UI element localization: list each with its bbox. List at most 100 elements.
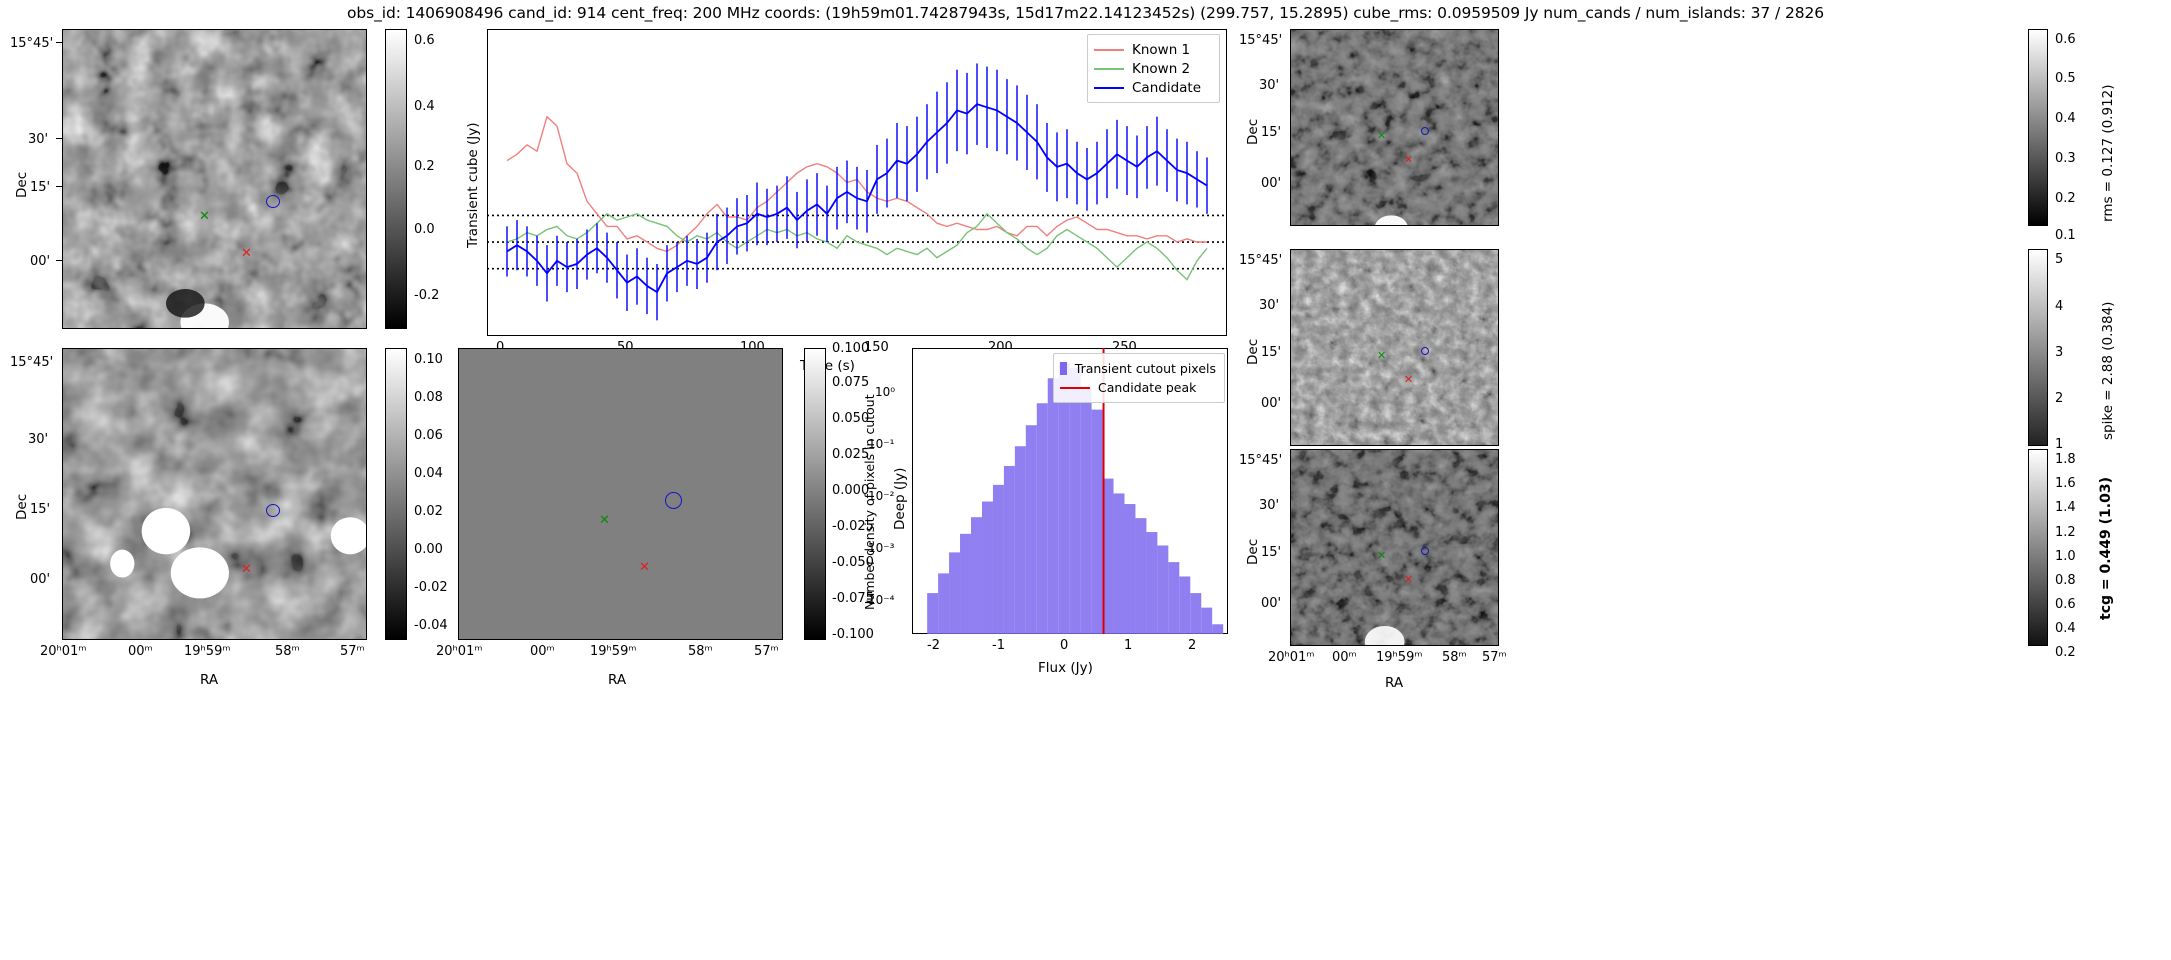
spike-noise xyxy=(1291,250,1498,445)
legend-item-cutout-pixels: Transient cutout pixels xyxy=(1060,359,1216,378)
gleam-ytick-2: 15' xyxy=(30,502,51,517)
tcg-ytick-0: 15°45' xyxy=(1239,453,1283,468)
transient-cube-image[interactable]: ✕ ✕ xyxy=(62,29,367,329)
gleam-xtick-1: 00ᵐ xyxy=(128,644,153,659)
deep-xlabel: RA xyxy=(608,672,627,688)
spike-cbar-label: spike = 2.88 (0.384) xyxy=(2100,301,2116,440)
transient-cube-noise xyxy=(63,30,366,328)
figure-title: obs_id: 1406908496 cand_id: 914 cent_fre… xyxy=(347,4,1824,22)
gleam-xtick-2: 19ʰ59ᵐ xyxy=(184,644,231,659)
gleam-image[interactable]: ✕ xyxy=(62,348,367,640)
lightcurve-xtick-0: 0 xyxy=(496,340,504,355)
deep-cbar-tick-6: -0.050 xyxy=(832,555,874,570)
gleam-xtick-3: 58ᵐ xyxy=(275,644,300,659)
rms-cbar-tick-2: 0.4 xyxy=(2055,111,2076,126)
legend-item-candidate-peak: Candidate peak xyxy=(1060,378,1216,397)
histogram-xlabel: Flux (Jy) xyxy=(1038,660,1093,676)
rms-ytick-2: 15' xyxy=(1261,125,1282,140)
spike-ytick-1: 30' xyxy=(1259,298,1280,313)
tcg-ytick-1: 30' xyxy=(1259,498,1280,513)
legend-swatch-candidate xyxy=(1094,86,1124,89)
transient-cube-ytick-0: 15°45' xyxy=(10,36,54,51)
gleam-noise xyxy=(63,349,366,639)
lightcurve-legend: Known 1 Known 2 Candidate xyxy=(1087,34,1220,103)
histogram-legend: Transient cutout pixels Candidate peak xyxy=(1053,353,1225,403)
rms-image[interactable]: ✕ ✕ xyxy=(1290,29,1499,226)
tcg-xtick-2: 19ʰ59ᵐ xyxy=(1376,650,1423,665)
histogram-ytick-1: 10⁻¹ xyxy=(868,437,895,451)
legend-item-candidate: Candidate xyxy=(1094,78,1211,97)
gleam-cbar-tick-5: 0.00 xyxy=(414,542,443,557)
gleam-xtick-0: 20ʰ01ᵐ xyxy=(40,644,87,659)
gleam-ytick-0: 15°45' xyxy=(10,355,54,370)
gleam-xtick-4: 57ᵐ xyxy=(340,644,365,659)
spike-image[interactable]: ✕ ✕ xyxy=(1290,249,1499,446)
legend-swatch-known1 xyxy=(1094,48,1124,51)
deep-image[interactable]: ✕ ✕ xyxy=(458,348,783,640)
deep-cbar-tick-0: 0.100 xyxy=(832,341,870,356)
tcg-cbar-tick-7: 0.4 xyxy=(2055,621,2076,636)
legend-label-peak: Candidate peak xyxy=(1098,380,1197,395)
histogram-xtick-1: -1 xyxy=(992,638,1005,653)
histogram-xtick-2: 0 xyxy=(1060,638,1069,653)
deep-cbar-tick-5: -0.025 xyxy=(832,519,874,534)
rms-ytick-1: 30' xyxy=(1259,78,1280,93)
histogram-xtick-3: 1 xyxy=(1124,638,1133,653)
spike-cbar-tick-0: 5 xyxy=(2055,252,2064,267)
deep-candidate-ellipse xyxy=(665,492,682,509)
rms-noise xyxy=(1291,30,1498,225)
transient-cube-ytick-3: 00' xyxy=(30,254,51,269)
spike-cbar-tick-4: 1 xyxy=(2055,437,2064,452)
histogram-ytick-0: 10⁰ xyxy=(875,385,896,399)
rms-cbar-label: rms = 0.127 (0.912) xyxy=(2100,84,2116,222)
legend-swatch-known2 xyxy=(1094,67,1124,70)
rms-ylabel: Dec xyxy=(1245,118,1261,145)
tcg-cbar-tick-4: 1.0 xyxy=(2055,549,2076,564)
deep-cbar-tick-8: -0.100 xyxy=(832,627,874,642)
gleam-cbar-tick-0: 0.10 xyxy=(414,352,443,367)
transient-cube-cbar-tick-1: 0.4 xyxy=(414,99,435,114)
gleam-cbar-tick-1: 0.08 xyxy=(414,390,443,405)
tcg-image[interactable]: ✕ ✕ xyxy=(1290,449,1499,646)
gleam-ylabel: Dec xyxy=(14,493,30,520)
deep-cbar-tick-7: -0.075 xyxy=(832,591,874,606)
deep-colorbar xyxy=(804,348,826,640)
legend-item-known2: Known 2 xyxy=(1094,59,1211,78)
deep-cbar-tick-2: 0.050 xyxy=(832,411,870,426)
lightcurve-xtick-3: 150 xyxy=(864,340,889,355)
spike-ytick-2: 15' xyxy=(1261,345,1282,360)
tcg-cbar-label: tcg = 0.449 (1.03) xyxy=(2098,477,2114,620)
spike-ytick-3: 00' xyxy=(1261,396,1282,411)
transient-cube-cbar-tick-2: 0.2 xyxy=(414,159,435,174)
deep-xtick-3: 58ᵐ xyxy=(688,644,713,659)
deep-cbar-tick-1: 0.075 xyxy=(832,375,870,390)
histogram-ylabel: Number density of pixels in cutout xyxy=(862,394,877,610)
rms-ytick-3: 00' xyxy=(1261,176,1282,191)
transient-cube-cbar-tick-3: 0.0 xyxy=(414,222,435,237)
legend-label-cutout: Transient cutout pixels xyxy=(1074,361,1216,376)
tcg-xlabel: RA xyxy=(1385,675,1404,691)
rms-cbar-tick-1: 0.5 xyxy=(2055,71,2076,86)
spike-ytick-0: 15°45' xyxy=(1239,253,1283,268)
deep-marker-green: ✕ xyxy=(599,513,610,528)
deep-xtick-4: 57ᵐ xyxy=(754,644,779,659)
tcg-ytick-2: 15' xyxy=(1261,545,1282,560)
histogram-xtick-0: -2 xyxy=(927,638,940,653)
tcg-cbar-tick-3: 1.2 xyxy=(2055,525,2076,540)
gleam-cbar-tick-4: 0.02 xyxy=(414,504,443,519)
transient-cube-ytick-1: 30' xyxy=(28,132,49,147)
legend-item-known1: Known 1 xyxy=(1094,40,1211,59)
tcg-ylabel: Dec xyxy=(1245,538,1261,565)
transient-cube-colorbar xyxy=(385,29,407,329)
gleam-cbar-tick-3: 0.04 xyxy=(414,466,443,481)
histogram-ytick-4: 10⁻⁴ xyxy=(868,593,895,607)
spike-colorbar xyxy=(2028,249,2048,446)
spike-cbar-tick-1: 4 xyxy=(2055,299,2064,314)
histogram-ytick-2: 10⁻² xyxy=(868,489,895,503)
gleam-cbar-tick-7: -0.04 xyxy=(414,618,448,633)
gleam-xlabel: RA xyxy=(200,672,219,688)
transient-cube-cbar-tick-0: 0.6 xyxy=(414,33,435,48)
gleam-colorbar xyxy=(385,348,407,640)
deep-xtick-0: 20ʰ01ᵐ xyxy=(436,644,483,659)
